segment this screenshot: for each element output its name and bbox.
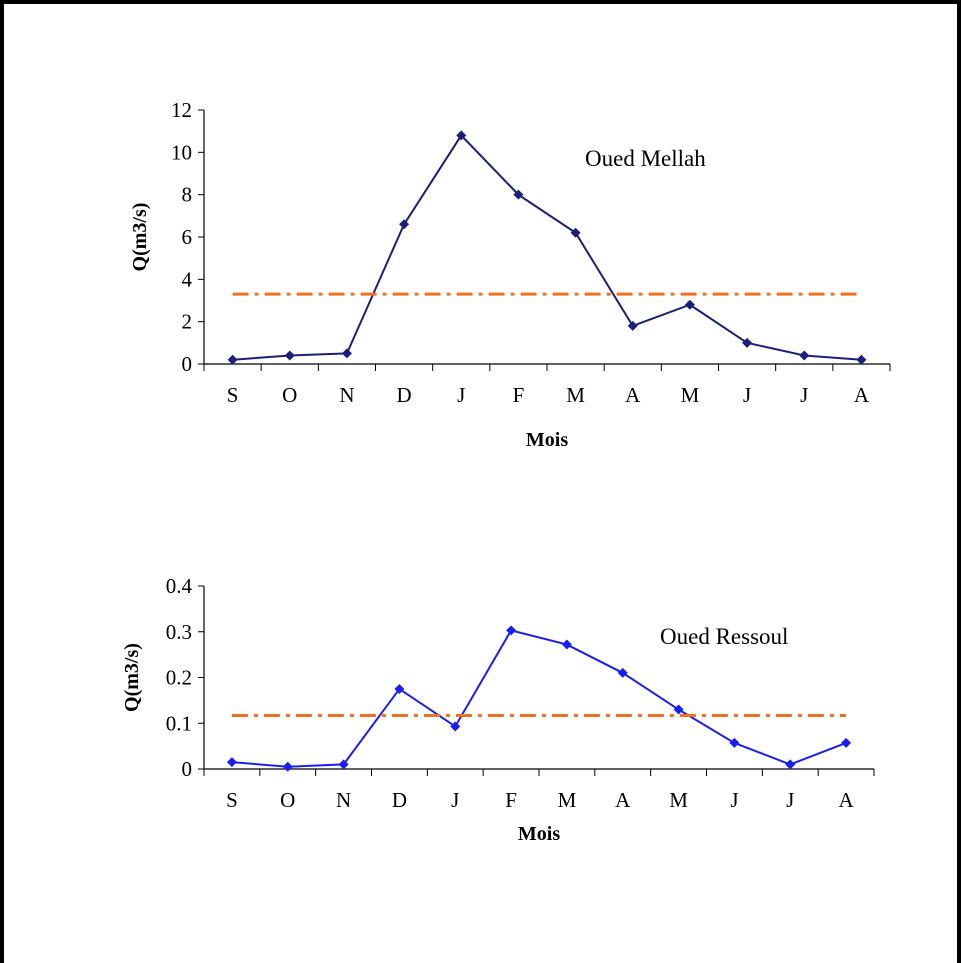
x-tick-label: A <box>838 788 854 812</box>
x-tick-label: F <box>505 788 517 812</box>
x-tick-label: M <box>681 383 700 407</box>
data-point <box>729 737 740 748</box>
y-tick-label: 4 <box>182 267 193 291</box>
x-tick-label: S <box>226 788 238 812</box>
y-tick-label: 0 <box>182 352 193 376</box>
x-axis-title: Mois <box>526 429 568 451</box>
chart-2: 0 0.1 0.2 0.3 0.4 S O N D J F M A M J J A Oued Ressoul Moi… <box>121 574 875 845</box>
data-point <box>617 667 628 678</box>
data-point <box>570 227 581 238</box>
x-tick-label: M <box>669 788 688 812</box>
x-tick-label: M <box>558 788 577 812</box>
x-tick-label: O <box>280 788 295 812</box>
data-point <box>226 757 237 768</box>
x-tick-label: N <box>339 383 354 407</box>
data-point <box>399 219 410 230</box>
chart-title: Oued Mellah <box>585 146 706 171</box>
x-tick-label: J <box>730 788 738 812</box>
y-tick-label: 12 <box>171 98 192 122</box>
series-line <box>232 133 862 361</box>
data-point <box>684 299 695 310</box>
chart-title: Oued Ressoul <box>660 624 788 649</box>
x-tick-label: F <box>513 383 525 407</box>
data-point <box>742 337 753 348</box>
x-tick-label: J <box>800 383 808 407</box>
x-tick-label: J <box>457 383 465 407</box>
y-tick-label: 2 <box>182 310 193 334</box>
data-point <box>456 130 467 141</box>
data-point <box>785 759 796 770</box>
data-point <box>506 625 517 636</box>
chart-1: 0 2 4 6 8 10 12 S O N D J F M A M J J A Oued Mellah Mois Q(m3… <box>129 98 891 451</box>
y-tick-label: 0 <box>182 757 193 781</box>
data-point <box>227 354 238 365</box>
y-tick-label: 0.3 <box>166 620 192 644</box>
data-point <box>561 639 572 650</box>
x-tick-label: M <box>566 383 585 407</box>
y-axis-title: Q(m3/s) <box>129 203 151 272</box>
y-tick-label: 0.1 <box>166 711 192 735</box>
y-tick-label: 10 <box>171 140 192 164</box>
data-point <box>513 189 524 200</box>
data-point <box>627 320 638 331</box>
data-point <box>799 350 810 361</box>
data-point <box>856 354 867 365</box>
series-line <box>231 629 847 768</box>
x-tick-label: J <box>451 788 459 812</box>
data-point <box>284 350 295 361</box>
y-axis-title: Q(m3/s) <box>121 643 143 712</box>
data-point <box>450 721 461 732</box>
x-tick-label: A <box>615 788 631 812</box>
y-tick-label: 6 <box>182 225 193 249</box>
x-axis-title: Mois <box>518 823 560 845</box>
data-point <box>394 683 405 694</box>
data-point <box>673 704 684 715</box>
data-point <box>841 737 852 748</box>
x-tick-label: S <box>227 383 239 407</box>
y-tick-label: 8 <box>182 183 193 207</box>
data-point <box>338 759 349 770</box>
y-tick-label: 0.4 <box>166 574 193 598</box>
x-tick-label: A <box>625 383 641 407</box>
data-point <box>341 348 352 359</box>
x-tick-label: D <box>396 383 411 407</box>
x-tick-label: J <box>743 383 751 407</box>
y-tick-label: 0.2 <box>166 666 192 690</box>
data-point <box>282 761 293 772</box>
x-tick-label: O <box>282 383 297 407</box>
x-tick-label: A <box>854 383 870 407</box>
x-tick-label: J <box>786 788 794 812</box>
x-tick-label: N <box>336 788 351 812</box>
x-tick-label: D <box>392 788 407 812</box>
